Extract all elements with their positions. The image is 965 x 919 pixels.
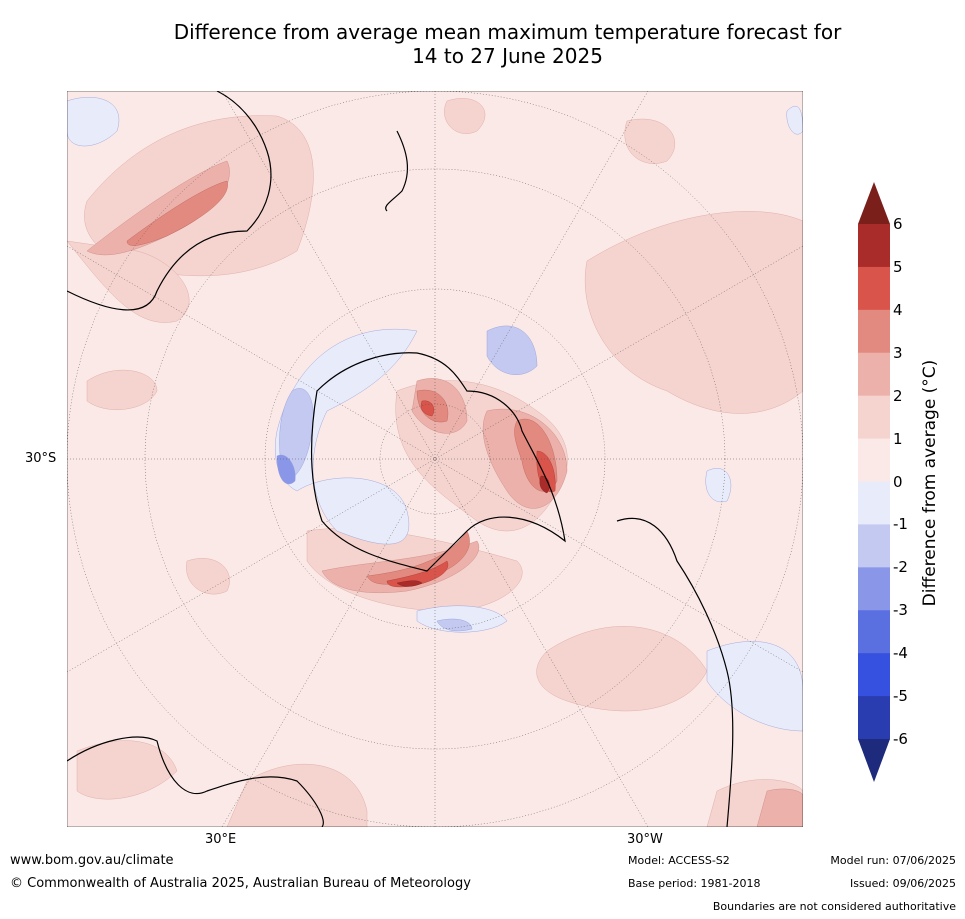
colorbar-tick-label: 4	[893, 300, 903, 319]
lat-label-30s: 30°S	[25, 451, 57, 466]
anomaly-shading-cool	[67, 97, 803, 732]
colorbar-band	[858, 610, 890, 654]
colorbar-band	[858, 395, 890, 440]
colorbar-tick-label: -1	[893, 515, 908, 534]
colorbar-tick-label: -6	[893, 730, 908, 748]
new-zealand-coast	[385, 130, 408, 212]
lon-label-30e: 30°E	[205, 832, 237, 847]
colorbar-band	[858, 696, 890, 740]
colorbar-tick-label: 1	[893, 429, 903, 448]
map-panel	[67, 91, 803, 827]
footer-model-run: Model run: 07/06/2025	[830, 854, 956, 867]
colorbar-band	[858, 266, 890, 311]
colorbar-tick-label: 0	[893, 472, 903, 491]
title-line-2: 14 to 27 June 2025	[412, 44, 603, 68]
antarctica-coast	[310, 352, 566, 572]
colorbar-band	[858, 352, 890, 397]
colorbar-tick-label: -3	[893, 601, 908, 620]
graticule	[67, 91, 803, 827]
australia-coast	[67, 91, 272, 311]
colorbar-label: Difference from average (°C)	[920, 359, 940, 607]
colorbar-band	[858, 224, 890, 268]
colorbar-tick-label: -5	[893, 687, 908, 706]
colorbar-band	[858, 567, 890, 611]
colorbar-tick-label: 6	[893, 215, 903, 233]
footer-copyright: © Commonwealth of Australia 2025, Austra…	[10, 876, 471, 891]
title-line-1: Difference from average mean maximum tem…	[173, 20, 842, 44]
footer-disclaimer: Boundaries are not considered authoritat…	[712, 900, 956, 913]
footer-base-period: Base period: 1981-2018	[628, 877, 761, 890]
south-america-coast	[616, 517, 734, 827]
chart-title: Difference from average mean maximum tem…	[60, 20, 955, 68]
coastlines	[67, 91, 734, 827]
colorbar-band	[858, 309, 890, 354]
colorbar	[858, 182, 890, 782]
colorbar-band	[858, 653, 890, 697]
colorbar-band	[858, 481, 890, 525]
colorbar-bottom-arrow	[858, 739, 890, 782]
lon-label-30w: 30°W	[627, 832, 663, 847]
colorbar-tick-label: -4	[893, 644, 908, 663]
africa-coast	[67, 736, 324, 827]
colorbar-tick-label: 3	[893, 343, 903, 362]
colorbar-band	[858, 524, 890, 568]
colorbar-bands	[858, 224, 890, 740]
colorbar-band	[858, 438, 890, 482]
colorbar-tick-label: -2	[893, 558, 908, 577]
footer-issued: Issued: 09/06/2025	[849, 877, 956, 890]
footer-url[interactable]: www.bom.gov.au/climate	[10, 853, 174, 868]
colorbar-top-arrow	[858, 182, 890, 224]
colorbar-tick-label: 5	[893, 257, 903, 276]
colorbar-tick-label: 2	[893, 386, 903, 405]
footer-model: Model: ACCESS-S2	[628, 854, 730, 867]
